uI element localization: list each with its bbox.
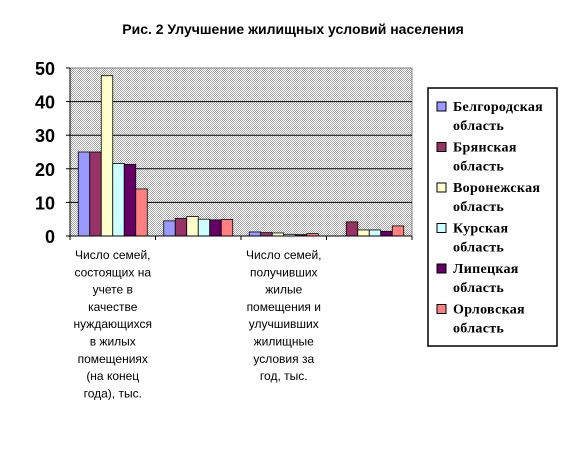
bar bbox=[345, 221, 359, 237]
legend-label: Брянская область bbox=[453, 141, 517, 175]
bar bbox=[135, 188, 148, 237]
bar bbox=[197, 218, 211, 237]
bar bbox=[174, 218, 188, 237]
y-tick-label: 0 bbox=[45, 227, 55, 247]
bar bbox=[112, 163, 125, 237]
y-tick-labels: 0 10 20 30 40 50 bbox=[35, 59, 55, 247]
legend-swatch bbox=[436, 182, 447, 193]
legend-label: Липецкая область bbox=[453, 262, 519, 296]
y-tick-label: 10 bbox=[35, 193, 55, 213]
bar bbox=[220, 219, 234, 237]
bar bbox=[391, 225, 405, 237]
bar bbox=[260, 232, 273, 237]
bar bbox=[368, 229, 382, 237]
legend-label: Белгородская область bbox=[453, 100, 543, 134]
y-tick-label: 50 bbox=[35, 59, 55, 79]
bar bbox=[100, 75, 114, 237]
bar bbox=[209, 219, 222, 237]
legend-swatch bbox=[436, 223, 447, 233]
bar bbox=[380, 230, 393, 237]
category-label: Число семей, состоящих на учете в качестве н… bbox=[74, 248, 152, 400]
bar bbox=[163, 220, 176, 237]
axes bbox=[66, 67, 413, 240]
legend-label: Орловская область bbox=[453, 303, 525, 337]
legend-box bbox=[427, 87, 558, 347]
bar bbox=[248, 231, 262, 237]
legend-swatch bbox=[436, 101, 447, 112]
y-tick-label: 20 bbox=[35, 160, 55, 180]
bars bbox=[77, 75, 405, 237]
bar bbox=[89, 151, 102, 237]
legend-label: Курская область bbox=[453, 222, 508, 256]
legend: Белгородская область Брянская область Вороне… bbox=[427, 87, 558, 347]
category-label: Число семей, получивших жилые помещения и ул… bbox=[246, 248, 321, 383]
bar bbox=[186, 216, 199, 237]
bar bbox=[357, 229, 370, 237]
bar bbox=[77, 151, 91, 237]
y-tick-label: 40 bbox=[35, 93, 55, 113]
legend-swatch bbox=[436, 263, 447, 274]
legend-swatch bbox=[436, 142, 447, 152]
bar bbox=[123, 164, 137, 237]
legend-label: Воронежская область bbox=[453, 181, 540, 215]
y-tick-label: 30 bbox=[35, 126, 55, 146]
category-labels: Число семей, состоящих на учете в качестве н… bbox=[74, 248, 322, 400]
chart-title: Рис. 2 Улучшение жилищных условий населе… bbox=[122, 21, 464, 37]
legend-swatch bbox=[436, 304, 447, 314]
